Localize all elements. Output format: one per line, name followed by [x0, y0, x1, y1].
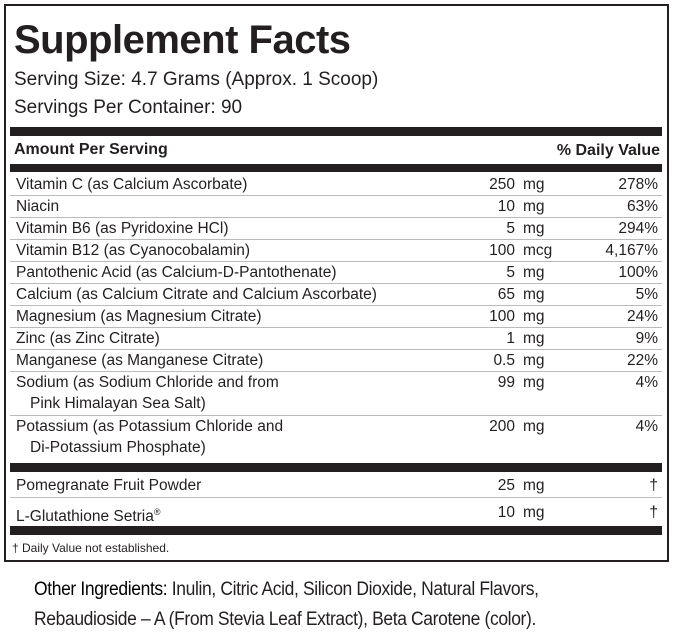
nutrient-name-cont: Di-Potassium Phosphate) [30, 439, 206, 456]
other-ingredients-line2: Rebaudioside – A (From Stevia Leaf Extra… [34, 609, 536, 630]
amount: 99 [497, 374, 515, 391]
amount: 1 [506, 330, 515, 347]
daily-value: 294% [618, 220, 658, 237]
amount: 10 [497, 198, 515, 215]
table-row: Pomegranate Fruit Powder 25 mg † [10, 472, 662, 498]
amount: 100 [489, 242, 515, 259]
nutrient-name-cell: Vitamin C (as Calcium Ascorbate) [16, 174, 247, 195]
daily-value: 9% [635, 330, 658, 347]
unit: mg [523, 374, 545, 391]
nutrient-name: L-Glutathione Setria [16, 508, 154, 526]
nutrient-name-cell: Niacin [16, 196, 59, 217]
amount: 25 [497, 477, 515, 494]
nutrient-name-cell: Pomegranate Fruit Powder [16, 475, 201, 496]
amount: 200 [489, 418, 515, 435]
daily-value: 278% [618, 176, 658, 193]
unit: mg [523, 264, 545, 281]
amount: 100 [489, 308, 515, 325]
daily-value: 4% [635, 374, 658, 391]
unit: mg [523, 286, 545, 303]
daily-value: † [649, 477, 658, 494]
divider-thick [10, 463, 662, 472]
table-row: Vitamin B6 (as Pyridoxine HCl) 5 mg 294% [10, 218, 662, 240]
nutrient-name: Vitamin C (as Calcium Ascorbate) [16, 176, 248, 193]
daily-value: 24% [626, 308, 658, 325]
unit: mg [523, 418, 545, 435]
unit: mg [523, 198, 545, 215]
daily-value: 5% [635, 286, 658, 303]
supplement-facts-panel [4, 4, 669, 562]
unit: mg [523, 352, 545, 369]
table-row: Vitamin B12 (as Cyanocobalamin) 100 mcg 4,1… [10, 240, 662, 262]
nutrient-name: Calcium (as Calcium Citrate and Calcium … [16, 286, 377, 303]
serving-size: Serving Size: 4.7 Grams (Approx. 1 Scoop… [14, 69, 379, 90]
table-row: Calcium (as Calcium Citrate and Calcium … [10, 284, 662, 306]
nutrient-name: Pantothenic Acid (as Calcium-D-Pantothen… [16, 264, 337, 281]
table-row: L-Glutathione Setria® 10 mg † [10, 498, 662, 525]
nutrient-name: Zinc (as Zinc Citrate) [16, 330, 160, 347]
table-row: Sodium (as Sodium Chloride and from Pink … [10, 372, 662, 416]
daily-value-label: % Daily Value [556, 142, 660, 159]
nutrient-name-cell: Vitamin B12 (as Cyanocobalamin) [16, 240, 250, 261]
nutrient-name: Vitamin B6 (as Pyridoxine HCl) [16, 220, 229, 237]
nutrient-name-cell: Calcium (as Calcium Citrate and Calcium … [16, 284, 377, 305]
unit: mg [523, 308, 545, 325]
daily-value: 63% [626, 198, 658, 215]
unit: mg [523, 504, 545, 521]
table-row: Vitamin C (as Calcium Ascorbate) 250 mg 278… [10, 174, 662, 196]
nutrient-name-cell: Sodium (as Sodium Chloride and from Pink … [16, 372, 279, 414]
column-header: Amount Per Serving % Daily Value [14, 138, 660, 162]
divider-thick [10, 127, 662, 136]
nutrient-name-cont: Pink Himalayan Sea Salt) [30, 395, 206, 412]
amount: 10 [497, 504, 515, 521]
registered-mark: ® [153, 507, 161, 517]
table-row: Pantothenic Acid (as Calcium-D-Pantothen… [10, 262, 662, 284]
other-ingredients-label: Other Ingredients: [34, 579, 168, 600]
nutrient-name: Sodium (as Sodium Chloride and from [16, 374, 279, 391]
nutrient-name-cell: Vitamin B6 (as Pyridoxine HCl) [16, 218, 228, 239]
other-ingredients: Other Ingredients: Inulin, Citric Acid, … [34, 575, 539, 635]
nutrient-name: Manganese (as Manganese Citrate) [16, 352, 264, 369]
other-actives-list: Pomegranate Fruit Powder 25 mg † L-Glutathio… [10, 472, 662, 525]
servings-per-container: Servings Per Container: 90 [14, 97, 243, 118]
nutrient-name: Vitamin B12 (as Cyanocobalamin) [16, 242, 251, 259]
amount-per-serving-label: Amount Per Serving [14, 141, 168, 158]
unit: mg [523, 330, 545, 347]
unit: mg [523, 477, 545, 494]
table-row: Niacin 10 mg 63% [10, 196, 662, 218]
table-row: Zinc (as Zinc Citrate) 1 mg 9% [10, 328, 662, 350]
amount: 250 [489, 176, 515, 193]
nutrient-name-cell: Pantothenic Acid (as Calcium-D-Pantothen… [16, 262, 337, 283]
table-row: Magnesium (as Magnesium Citrate) 100 mg 24% [10, 306, 662, 328]
amount: 5 [506, 220, 515, 237]
unit: mg [523, 176, 545, 193]
nutrient-name-cell: Potassium (as Potassium Chloride and Di-P… [16, 416, 283, 458]
nutrient-name-cell: L-Glutathione Setria® [16, 502, 161, 527]
amount: 0.5 [493, 352, 515, 369]
divider-thick [10, 164, 662, 172]
daily-value: 4% [635, 418, 658, 435]
nutrient-list: Vitamin C (as Calcium Ascorbate) 250 mg 278… [10, 174, 662, 459]
nutrient-name: Potassium (as Potassium Chloride and [16, 418, 284, 435]
unit: mcg [523, 242, 553, 259]
divider-thick [10, 526, 662, 535]
other-ingredients-line1: Inulin, Citric Acid, Silicon Dioxide, Na… [167, 579, 539, 600]
amount: 5 [506, 264, 515, 281]
table-row: Potassium (as Potassium Chloride and Di-P… [10, 416, 662, 459]
nutrient-name-cell: Zinc (as Zinc Citrate) [16, 328, 160, 349]
daily-value: 22% [626, 352, 658, 369]
panel-title: Supplement Facts [14, 18, 351, 62]
daily-value: † [649, 504, 658, 521]
nutrient-name-cell: Magnesium (as Magnesium Citrate) [16, 306, 262, 327]
daily-value: 100% [618, 264, 658, 281]
daily-value: 4,167% [605, 242, 658, 259]
nutrient-name: Niacin [16, 198, 60, 215]
nutrient-name-cell: Manganese (as Manganese Citrate) [16, 350, 263, 371]
amount: 65 [497, 286, 515, 303]
unit: mg [523, 220, 545, 237]
footnote: † Daily Value not established. [12, 541, 170, 555]
nutrient-name: Pomegranate Fruit Powder [16, 477, 202, 494]
table-row: Manganese (as Manganese Citrate) 0.5 mg 22% [10, 350, 662, 372]
nutrient-name: Magnesium (as Magnesium Citrate) [16, 308, 262, 325]
